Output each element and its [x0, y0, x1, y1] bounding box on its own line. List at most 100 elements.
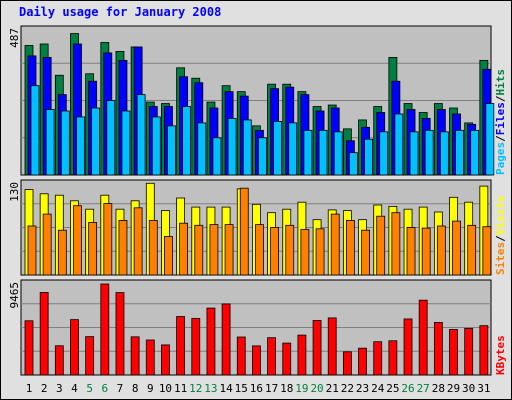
- bar-pages-day-11: [182, 106, 192, 176]
- x-tick-label-day-21: 21: [326, 382, 339, 395]
- bar-pages-day-21: [333, 131, 343, 176]
- bar-sites-day-5: [88, 222, 98, 276]
- bar-sites-day-15: [239, 187, 249, 276]
- bar-pages-day-26: [409, 131, 419, 176]
- bar-kbytes-day-10: [161, 344, 170, 376]
- bar-sites-day-18: [285, 224, 295, 276]
- x-tick-label-day-2: 2: [41, 382, 48, 395]
- y-max-label-kbytes: 9465: [8, 282, 21, 309]
- x-tick-label-day-23: 23: [356, 382, 369, 395]
- bar-pages-day-12: [197, 122, 207, 176]
- bar-sites-day-1: [27, 225, 37, 276]
- x-tick-label-day-14: 14: [219, 382, 233, 395]
- bar-pages-day-24: [379, 131, 389, 176]
- bar-sites-day-2: [42, 213, 52, 276]
- x-tick-label-day-28: 28: [432, 382, 445, 395]
- x-tick-label-day-24: 24: [371, 382, 385, 395]
- bar-sites-day-21: [330, 213, 340, 276]
- bar-sites-day-20: [315, 228, 325, 276]
- bar-kbytes-day-22: [342, 351, 352, 376]
- bar-pages-day-1: [30, 85, 40, 176]
- bar-sites-day-31: [482, 226, 492, 276]
- bar-sites-day-24: [376, 215, 386, 276]
- bar-kbytes-day-7: [115, 292, 125, 376]
- legend-hits-files-pages: Pages/Files/Hits: [494, 69, 507, 175]
- bar-sites-day-27: [421, 227, 431, 276]
- bar-kbytes-day-23: [358, 347, 367, 376]
- bar-pages-day-15: [242, 119, 252, 176]
- x-tick-label-day-11: 11: [174, 382, 187, 395]
- bar-pages-day-5: [91, 107, 101, 176]
- bar-pages-day-8: [136, 94, 146, 176]
- bar-kbytes-day-24: [373, 341, 383, 376]
- bar-pages-day-2: [45, 109, 55, 176]
- x-tick-label-day-26: 26: [401, 382, 414, 395]
- bar-sites-day-17: [270, 226, 279, 276]
- bar-pages-day-17: [273, 121, 282, 176]
- bar-kbytes-day-5: [85, 336, 95, 376]
- bar-pages-day-25: [394, 113, 404, 176]
- bar-pages-day-7: [121, 110, 131, 176]
- x-tick-label-day-27: 27: [417, 382, 430, 395]
- legend-kbytes: KBytes: [494, 335, 507, 375]
- y-max-label-visits-sites: 130: [8, 182, 21, 202]
- bar-kbytes-day-21: [327, 317, 337, 376]
- bar-pages-day-22: [348, 152, 358, 176]
- y-max-label-hits-files-pages: 487: [8, 28, 21, 48]
- x-tick-label-day-18: 18: [280, 382, 293, 395]
- bar-kbytes-day-28: [433, 322, 443, 376]
- bar-pages-day-10: [167, 125, 176, 176]
- bar-sites-day-25: [391, 212, 401, 276]
- bar-pages-day-4: [76, 116, 85, 176]
- bar-kbytes-day-12: [191, 317, 201, 376]
- x-tick-label-day-6: 6: [101, 382, 108, 395]
- chart-title: Daily usage for January 2008: [19, 5, 221, 19]
- bar-kbytes-day-4: [70, 319, 79, 376]
- legend-entry-kbytes: KBytes: [494, 335, 507, 375]
- x-tick-label-day-4: 4: [71, 382, 78, 395]
- bar-kbytes-day-25: [388, 340, 398, 376]
- x-tick-label-day-1: 1: [26, 382, 33, 395]
- bar-pages-day-28: [439, 131, 449, 176]
- x-tick-label-day-5: 5: [86, 382, 93, 395]
- bar-kbytes-day-11: [176, 316, 186, 376]
- x-tick-label-day-10: 10: [159, 382, 172, 395]
- x-tick-label-day-20: 20: [310, 382, 323, 395]
- bar-pages-day-3: [60, 110, 70, 176]
- bar-sites-day-29: [452, 220, 461, 276]
- bar-sites-day-26: [406, 226, 416, 276]
- x-tick-label-day-30: 30: [462, 382, 475, 395]
- x-tick-label-day-9: 9: [147, 382, 154, 395]
- bar-pages-day-13: [212, 137, 222, 176]
- bar-sites-day-3: [57, 229, 67, 276]
- bar-pages-day-23: [364, 138, 373, 176]
- x-tick-label-day-7: 7: [117, 382, 124, 395]
- bar-pages-day-14: [227, 118, 237, 176]
- bar-kbytes-day-26: [403, 318, 413, 376]
- bar-kbytes-day-15: [236, 336, 246, 376]
- bar-kbytes-day-31: [479, 325, 489, 376]
- bar-sites-day-19: [300, 229, 310, 276]
- bar-pages-day-9: [151, 116, 161, 176]
- bar-sites-day-10: [164, 236, 173, 276]
- bar-sites-day-28: [436, 225, 446, 276]
- bar-kbytes-day-30: [464, 327, 474, 376]
- legend-separator: /: [494, 95, 507, 102]
- bar-pages-day-16: [258, 137, 267, 176]
- x-tick-label-day-25: 25: [386, 382, 399, 395]
- x-tick-label-day-22: 22: [341, 382, 354, 395]
- bar-kbytes-day-18: [282, 342, 292, 376]
- bar-pages-day-30: [470, 129, 480, 176]
- x-tick-label-day-12: 12: [189, 382, 202, 395]
- legend-entry-pages: Pages: [494, 142, 507, 175]
- bar-pages-day-27: [424, 129, 434, 176]
- x-tick-label-day-15: 15: [235, 382, 248, 395]
- legend-separator: /: [494, 135, 507, 142]
- bar-pages-day-19: [303, 129, 313, 176]
- x-tick-label-day-16: 16: [250, 382, 263, 395]
- bar-pages-day-18: [288, 122, 298, 176]
- bar-kbytes-day-16: [252, 345, 261, 376]
- bar-kbytes-day-19: [297, 334, 307, 376]
- x-tick-label-day-19: 19: [295, 382, 308, 395]
